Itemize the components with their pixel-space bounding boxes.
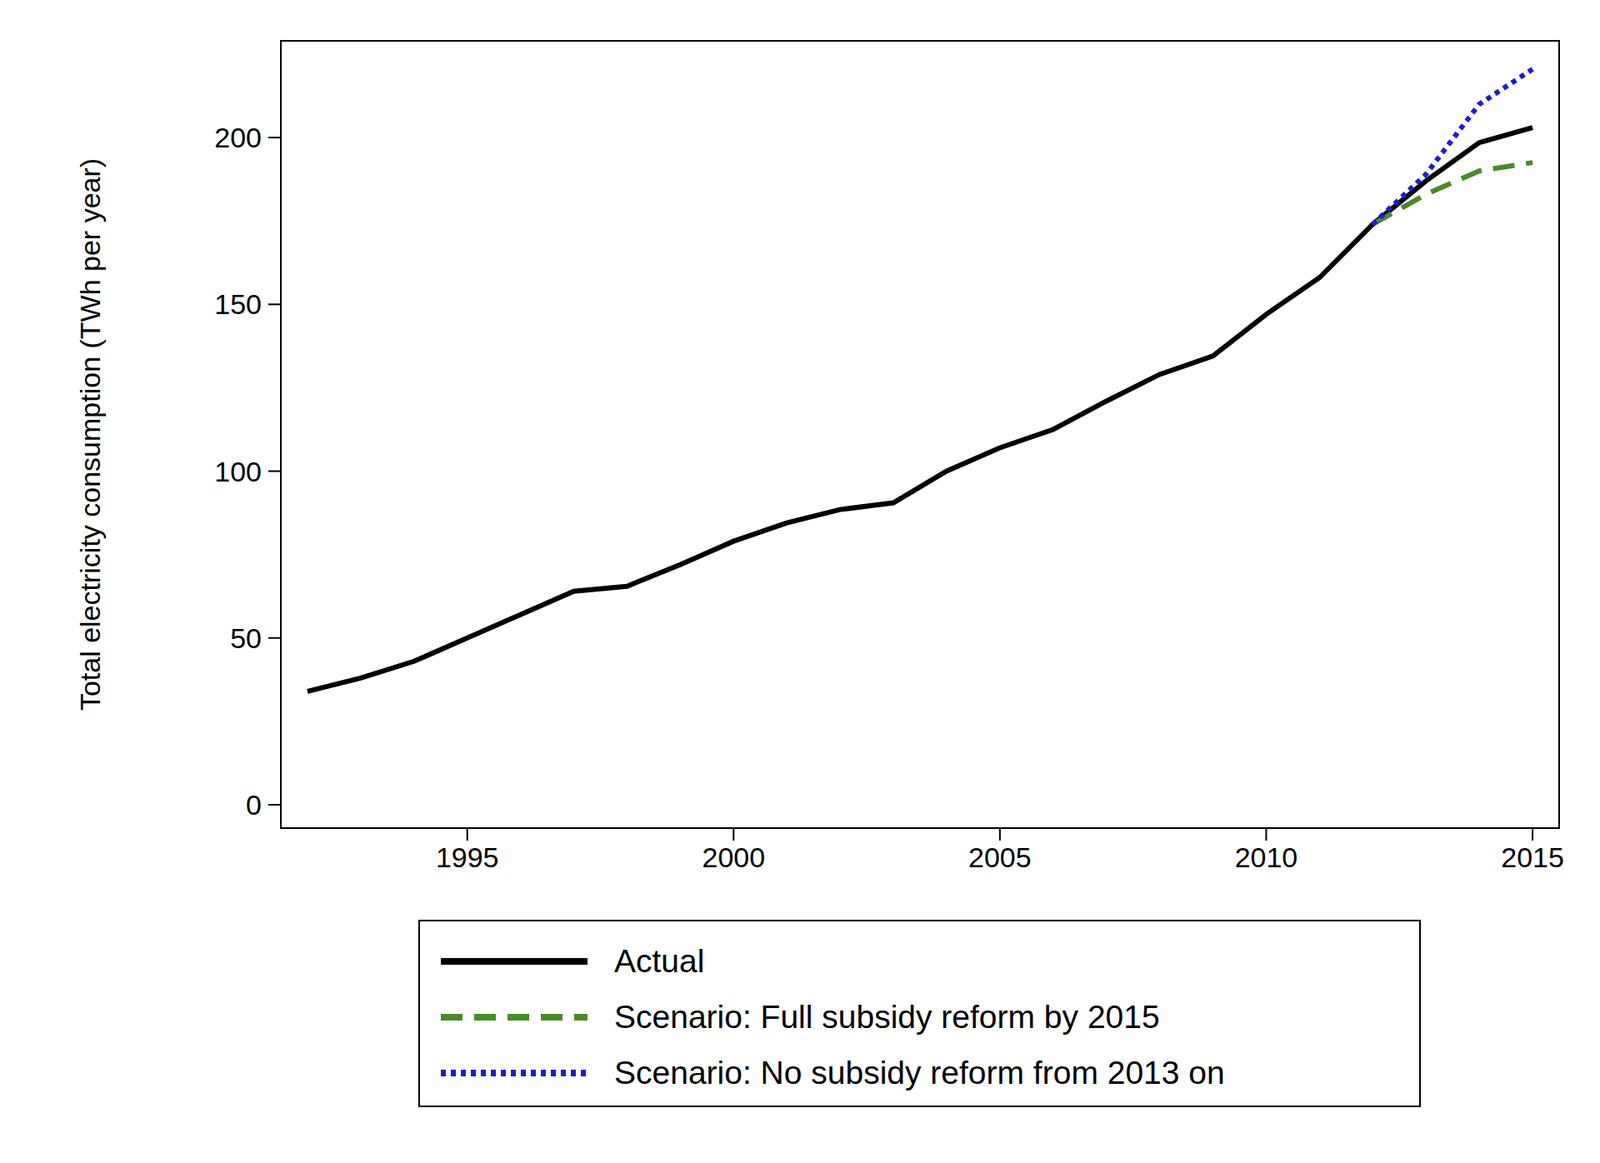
- svg-text:2005: 2005: [968, 841, 1032, 874]
- html-text:Scenario: Full subsidy reform: Scenario: Full subsidy reform by 2015: [614, 998, 1160, 1035]
- svg-text:2015: 2015: [1500, 841, 1565, 874]
- svg-text:2010: 2010: [1235, 841, 1299, 874]
- html-text:Actual: Actual: [614, 942, 705, 979]
- svg-text:1995: 1995: [435, 841, 500, 874]
- svg-text:2000: 2000: [701, 841, 765, 874]
- svg-text:Total electricity consumption: Total electricity consumption (TWh per y…: [74, 158, 106, 711]
- html-text:Scenario: No subsidy reform fr: Scenario: No subsidy reform from 2013 on: [614, 1054, 1225, 1091]
- svg-text:150: 150: [214, 288, 262, 320]
- svg-text:50: 50: [230, 622, 262, 655]
- svg-text:100: 100: [214, 455, 262, 488]
- svg-text:200: 200: [214, 121, 262, 154]
- svg-text:0: 0: [245, 789, 262, 821]
